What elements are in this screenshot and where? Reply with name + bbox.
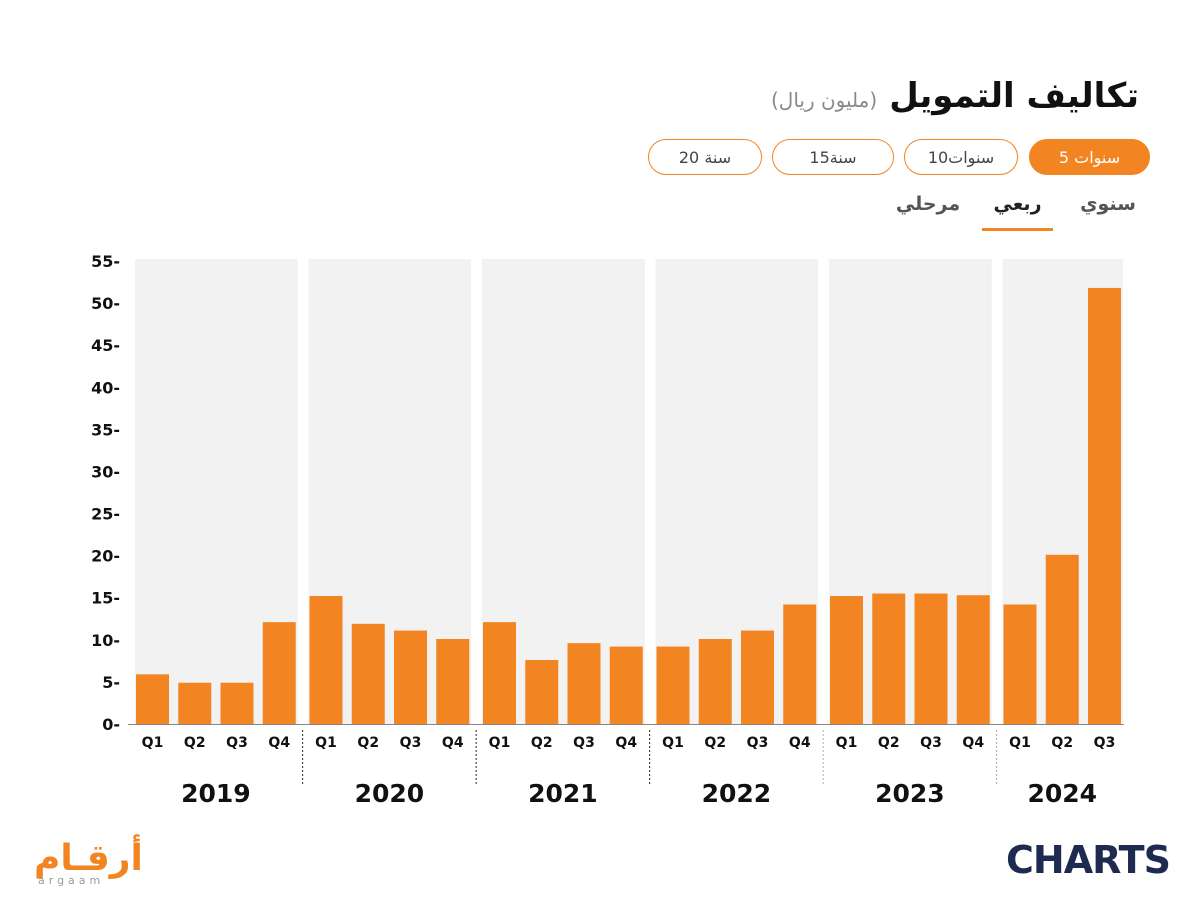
y-tick-label: 50- [91,294,120,313]
y-tick-label: 30- [91,462,120,481]
x-tick-label: Q4 [615,735,637,751]
bar [656,646,690,724]
y-tick-label: 0- [102,715,120,734]
bar [698,638,732,724]
bar [914,593,948,724]
bar [436,638,470,724]
bar [220,682,254,724]
bar [741,630,774,724]
year-label: 2021 [528,779,598,808]
x-tick-label: Q3 [226,735,248,751]
x-tick-label: Q2 [357,735,379,751]
x-tick-label: Q1 [142,735,164,751]
x-tick-label: Q1 [315,735,337,751]
x-tick-label: Q2 [878,735,900,751]
active-tab-underline [982,228,1053,231]
tab-interim[interactable]: مرحلي [895,193,961,215]
x-tick-label: Q3 [920,735,942,751]
x-tick-label: Q2 [531,735,553,751]
y-tick-label: 35- [91,420,120,439]
tab-quarterly[interactable]: ربعي [993,193,1042,215]
bar [609,646,643,724]
bar [1045,554,1079,724]
year-label: 2022 [702,779,772,808]
argaam-logo: أرقـام argaam [34,840,144,890]
bar [351,623,385,724]
bar [1003,604,1037,724]
year-label: 2019 [181,779,251,808]
range-pill-20-years[interactable]: 20 سنة [648,139,762,175]
tab-annual[interactable]: سنوي [1080,193,1136,215]
bar [394,630,427,724]
range-pill-5-years[interactable]: 5 سنوات [1029,139,1150,175]
year-label: 2023 [875,779,945,808]
x-tick-label: Q4 [268,735,290,751]
bar [136,674,169,724]
bar [956,595,990,724]
chart-title: تكاليف التمويل [889,76,1139,116]
x-tick-label: Q1 [662,735,684,751]
charts-logo: CHARTS [1006,838,1171,882]
argaam-logo-latin: argaam [38,874,105,887]
x-tick-label: Q2 [184,735,206,751]
bar [872,593,906,724]
bar [830,596,863,724]
bar [178,682,212,724]
y-tick-label: 5- [102,673,120,692]
year-label: 2020 [355,779,425,808]
range-pill-15-years[interactable]: 15سنة [772,139,894,175]
x-tick-label: Q3 [747,735,769,751]
year-label: 2024 [1027,779,1097,808]
x-tick-label: Q2 [704,735,726,751]
x-tick-label: Q3 [1094,735,1116,751]
y-tick-label: 45- [91,336,120,355]
bar [525,660,559,724]
bar [1088,287,1121,724]
bar [262,622,296,724]
bar [483,622,516,724]
bar [567,643,601,724]
argaam-logo-arabic: أرقـام [34,838,143,879]
chart-header: تكاليف التمويل (مليون ريال) [771,76,1139,116]
bar [783,604,817,724]
x-tick-label: Q1 [489,735,511,751]
x-tick-label: Q4 [962,735,984,751]
x-tick-label: Q1 [836,735,858,751]
x-tick-label: Q4 [789,735,811,751]
y-tick-label: 40- [91,378,120,397]
y-tick-label: 20- [91,547,120,566]
bar-chart: 0- 5- 10- 15- 20- 25- 30- 35- 40- 45- 50- 55- Q1 Q2 Q3… [91,252,1124,808]
x-tick-label: Q1 [1009,735,1031,751]
range-pill-10-years[interactable]: 10سنوات [904,139,1018,175]
bar [309,596,343,724]
x-tick-label: Q4 [442,735,464,751]
x-tick-label: Q2 [1051,735,1073,751]
y-tick-label: 10- [91,631,120,650]
x-tick-label: Q3 [573,735,595,751]
y-tick-label: 55- [91,252,120,271]
y-tick-label: 25- [91,505,120,524]
y-tick-label: 15- [91,589,120,608]
chart-unit: (مليون ريال) [770,88,878,112]
x-tick-label: Q3 [400,735,422,751]
